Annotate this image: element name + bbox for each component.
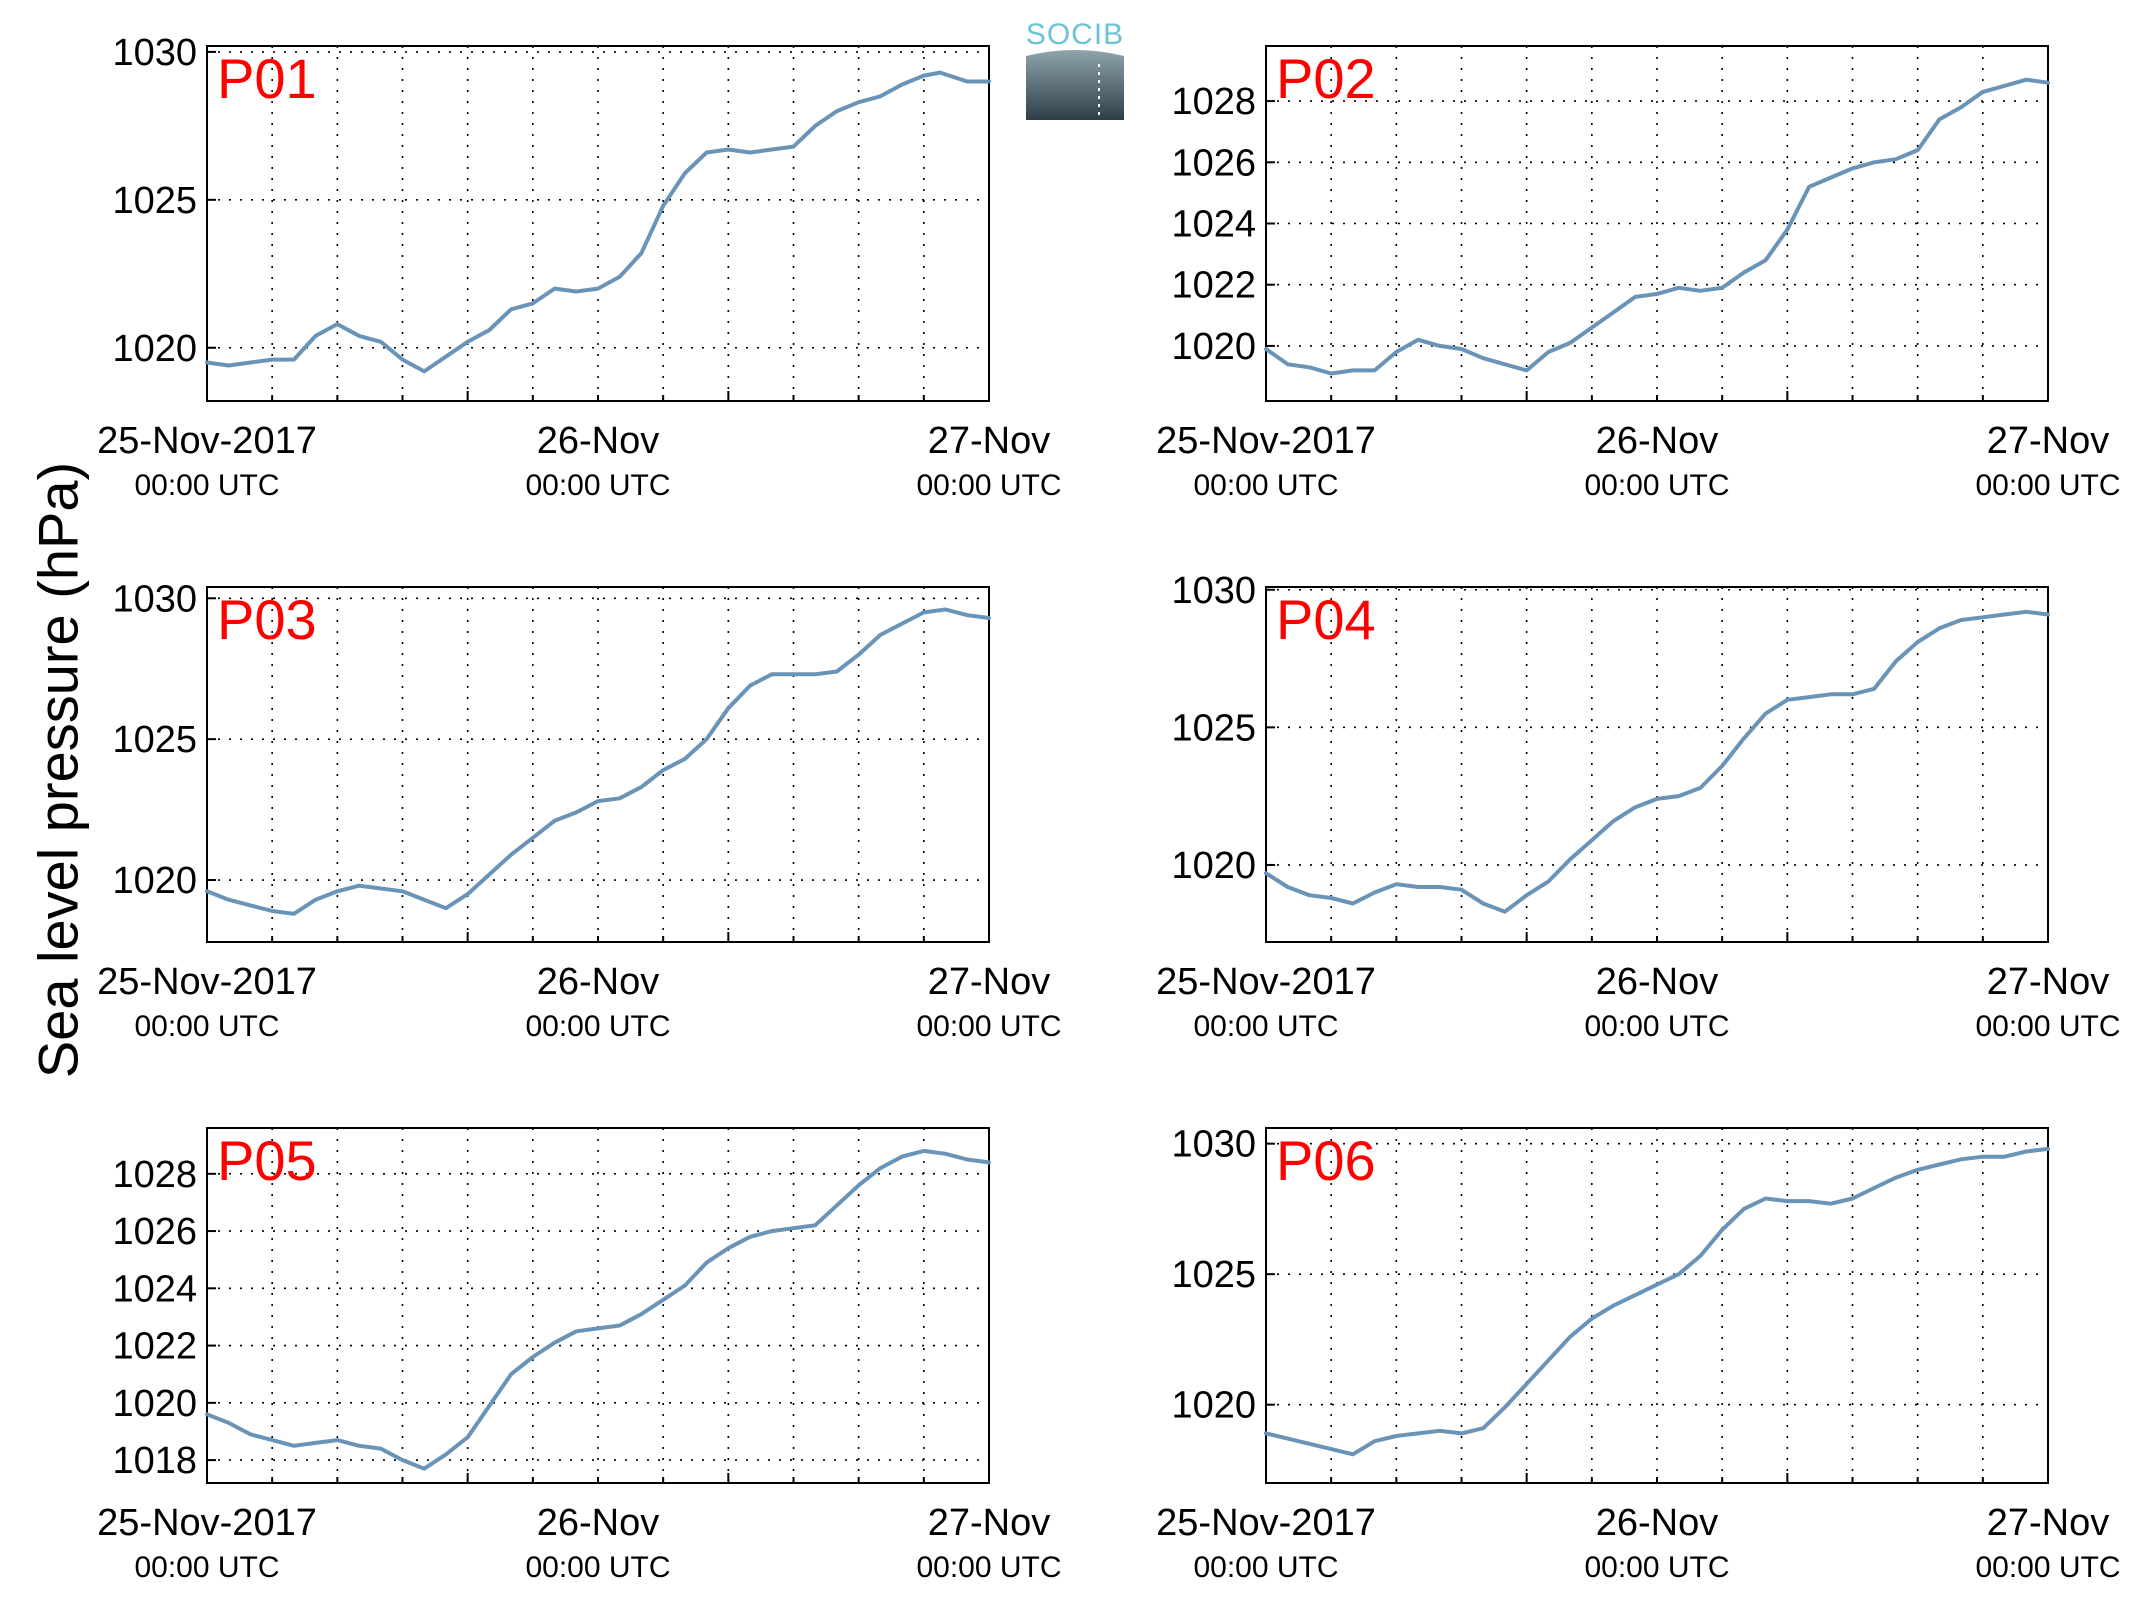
y-tick-label: 1025 <box>112 719 197 761</box>
x-tick-label-date: 26-Nov <box>537 1502 660 1544</box>
y-tick-label: 1028 <box>112 1154 197 1196</box>
x-tick-label-time: 00:00 UTC <box>1975 469 2120 502</box>
station-label: P02 <box>1276 47 1376 110</box>
y-tick-label: 1025 <box>1171 1254 1256 1296</box>
x-tick-label-time: 00:00 UTC <box>525 1551 670 1584</box>
x-tick-label-date: 25-Nov-2017 <box>97 961 317 1003</box>
x-tick-label-time: 00:00 UTC <box>916 469 1061 502</box>
panel-p06: 1020 1025 1030 25-Nov-2017 00:00 UTC 26-Nov 00… <box>1156 1124 2120 1584</box>
x-tick-label-time: 00:00 UTC <box>525 1010 670 1043</box>
station-label: P05 <box>217 1129 317 1192</box>
x-tick-label-time: 00:00 UTC <box>1193 469 1338 502</box>
axes-frame <box>1265 45 2049 402</box>
y-tick-label: 1020 <box>1171 845 1256 887</box>
x-tick-label-time: 00:00 UTC <box>1975 1010 2120 1043</box>
y-tick-label: 1022 <box>112 1326 197 1368</box>
y-tick-label: 1020 <box>1171 1385 1256 1427</box>
x-tick-label-date: 26-Nov <box>1596 420 1719 462</box>
station-label: P01 <box>217 47 317 110</box>
x-tick-label-date: 27-Nov <box>928 420 1051 462</box>
x-tick-label-date: 26-Nov <box>537 420 660 462</box>
pressure-series-line <box>205 607 991 916</box>
panel-p02: 1020 1022 1024 1026 1028 25-Nov-2017 00:00 UTC… <box>1156 45 2121 502</box>
x-tick-label-date: 26-Nov <box>537 961 660 1003</box>
pressure-series-line <box>1264 1146 2050 1457</box>
axes-frame <box>206 45 990 402</box>
panel-p03: 1020 1025 1030 25-Nov-2017 00:00 UTC 26-Nov 00… <box>97 578 1061 1043</box>
x-tick-label-date: 25-Nov-2017 <box>1156 961 1376 1003</box>
x-tick-label-time: 00:00 UTC <box>134 1551 279 1584</box>
logo-text: SOCIB <box>1026 18 1124 51</box>
y-tick-label: 1028 <box>1171 81 1256 123</box>
y-tick-label: 1024 <box>1171 204 1256 246</box>
axes-frame <box>1265 1127 2049 1484</box>
x-tick-label-time: 00:00 UTC <box>1584 469 1729 502</box>
x-tick-label-date: 27-Nov <box>928 961 1051 1003</box>
x-tick-label-date: 25-Nov-2017 <box>97 420 317 462</box>
station-label: P03 <box>217 588 317 651</box>
y-tick-label: 1026 <box>112 1211 197 1253</box>
pressure-series-line <box>1264 77 2050 376</box>
x-tick-label-date: 26-Nov <box>1596 961 1719 1003</box>
panel-p05: 1018 1020 1022 1024 1026 1028 25-Nov-2017 00:00… <box>97 1127 1062 1584</box>
y-tick-label: 1020 <box>1171 326 1256 368</box>
logo-block <box>1026 50 1124 120</box>
axes-frame <box>206 586 990 943</box>
x-tick-label-date: 27-Nov <box>1987 420 2110 462</box>
x-tick-label-time: 00:00 UTC <box>1193 1010 1338 1043</box>
station-label: P04 <box>1276 588 1376 651</box>
panel-p04: 1020 1025 1030 25-Nov-2017 00:00 UTC 26-Nov 00… <box>1156 570 2120 1043</box>
y-tick-label: 1030 <box>112 578 197 620</box>
y-tick-label: 1025 <box>1171 707 1256 749</box>
x-tick-label-date: 25-Nov-2017 <box>1156 420 1376 462</box>
socib-logo: SOCIB <box>1026 18 1124 120</box>
y-tick-label: 1018 <box>112 1440 197 1482</box>
x-tick-label-time: 00:00 UTC <box>134 469 279 502</box>
y-tick-label: 1025 <box>112 180 197 222</box>
pressure-series-line <box>205 1148 991 1471</box>
y-axis-label: Sea level pressure (hPa) <box>26 461 90 1079</box>
axes-frame <box>206 1127 990 1484</box>
y-tick-label: 1026 <box>1171 142 1256 184</box>
x-tick-label-date: 26-Nov <box>1596 1502 1719 1544</box>
x-tick-label-time: 00:00 UTC <box>525 469 670 502</box>
panel-p01: 1020 1025 1030 25-Nov-2017 00:00 UTC 26-Nov 00… <box>97 32 1061 502</box>
x-tick-label-date: 25-Nov-2017 <box>1156 1502 1376 1544</box>
y-tick-label: 1030 <box>1171 570 1256 612</box>
x-tick-label-time: 00:00 UTC <box>1193 1551 1338 1584</box>
y-tick-label: 1024 <box>112 1268 197 1310</box>
y-tick-label: 1020 <box>112 328 197 370</box>
x-tick-label-time: 00:00 UTC <box>1584 1010 1729 1043</box>
y-tick-label: 1022 <box>1171 265 1256 307</box>
y-tick-label: 1020 <box>112 860 197 902</box>
x-tick-label-date: 25-Nov-2017 <box>97 1502 317 1544</box>
x-tick-label-time: 00:00 UTC <box>1584 1551 1729 1584</box>
pressure-series-line <box>1264 609 2050 914</box>
x-tick-label-date: 27-Nov <box>1987 961 2110 1003</box>
y-tick-label: 1030 <box>112 32 197 74</box>
x-tick-label-time: 00:00 UTC <box>916 1010 1061 1043</box>
y-tick-label: 1030 <box>1171 1124 1256 1166</box>
x-tick-label-date: 27-Nov <box>1987 1502 2110 1544</box>
axes-frame <box>1265 586 2049 943</box>
station-label: P06 <box>1276 1129 1376 1192</box>
pressure-series-line <box>205 70 991 374</box>
x-tick-label-time: 00:00 UTC <box>1975 1551 2120 1584</box>
x-tick-label-time: 00:00 UTC <box>134 1010 279 1043</box>
x-tick-label-date: 27-Nov <box>928 1502 1051 1544</box>
x-tick-label-time: 00:00 UTC <box>916 1551 1061 1584</box>
y-tick-label: 1020 <box>112 1383 197 1425</box>
